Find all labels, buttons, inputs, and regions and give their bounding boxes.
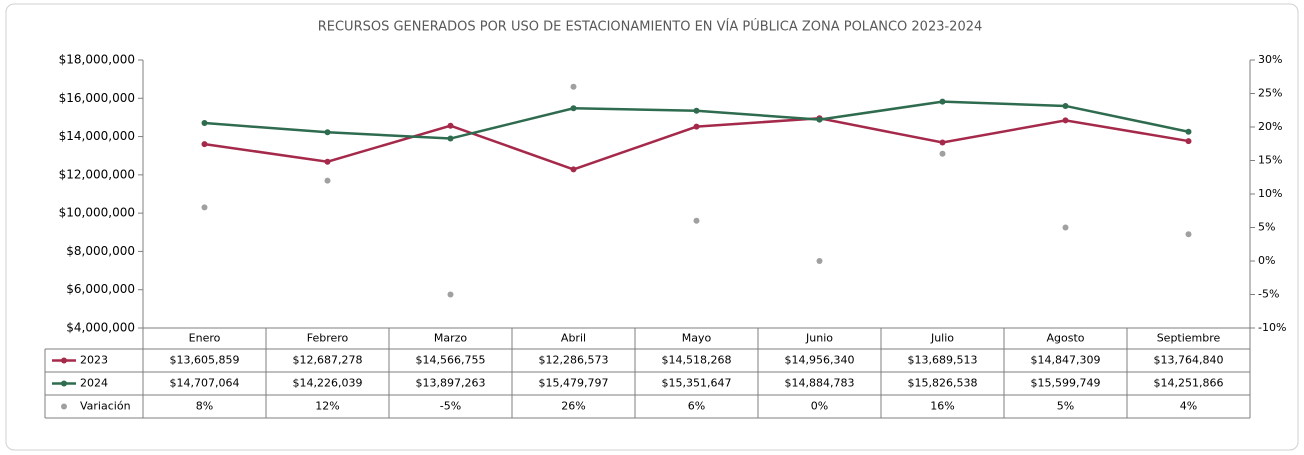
table-cell: $14,226,039 [293,377,363,390]
table-cell: 5% [1057,400,1074,413]
y2-tick-label: 20% [1258,120,1282,133]
line-marker [939,139,946,146]
scatter-point [939,150,946,157]
table-cell: 8% [196,400,213,413]
scatter-point [201,204,208,211]
table-cell: $12,286,573 [539,354,609,367]
y2-tick-label: 5% [1258,221,1275,234]
line-marker [324,129,331,136]
legend-label: 2023 [80,354,108,367]
table-cell: $12,687,278 [293,354,363,367]
table-cell: 4% [1180,400,1197,413]
line-marker [816,116,823,123]
table-cell: $14,518,268 [662,354,732,367]
line-marker [201,120,208,127]
table-cell: $14,566,755 [416,354,486,367]
chart-frame [5,3,1299,451]
line-marker [1185,138,1192,145]
line-marker [324,158,331,165]
line-marker [570,166,577,173]
scatter-point [693,217,700,224]
x-tick-label: Agosto [1046,332,1084,345]
table-cell: $15,599,749 [1031,377,1101,390]
x-tick-label: Mayo [682,332,712,345]
y2-tick-label: 10% [1258,187,1282,200]
y-tick-label: $4,000,000 [66,321,135,335]
y-tick-label: $16,000,000 [59,91,135,105]
scatter-point [447,291,454,298]
line-marker [693,107,700,114]
scatter-point [324,177,331,184]
legend-label: Variación [80,400,131,413]
x-tick-label: Marzo [434,332,468,345]
line-marker [693,123,700,130]
line-marker [1185,128,1192,135]
table-cell: $15,826,538 [908,377,978,390]
table-cell: $13,689,513 [908,354,978,367]
table-cell: 12% [315,400,339,413]
table-cell: $14,707,064 [170,377,240,390]
table-cell: $14,847,309 [1031,354,1101,367]
line-marker [1062,102,1069,109]
y-tick-label: $6,000,000 [66,282,135,296]
scatter-point [1185,231,1192,238]
y2-tick-label: -5% [1258,288,1279,301]
y2-tick-label: 25% [1258,87,1282,100]
table-cell: $13,605,859 [170,354,240,367]
legend-key-marker [61,357,67,364]
x-tick-label: Abril [561,332,586,345]
table-cell: $14,251,866 [1154,377,1224,390]
legend-label: 2024 [80,377,108,390]
x-tick-label: Julio [930,332,954,345]
y-tick-label: $14,000,000 [59,129,135,143]
line-marker [447,122,454,129]
table-cell: $15,351,647 [662,377,732,390]
x-tick-label: Febrero [307,332,349,345]
line-marker [447,135,454,142]
x-tick-label: Junio [805,332,833,345]
table-cell: $13,897,263 [416,377,486,390]
line-marker [939,98,946,105]
chart-title: RECURSOS GENERADOS POR USO DE ESTACIONAM… [318,19,983,35]
line-marker [570,105,577,112]
y-tick-label: $12,000,000 [59,167,135,181]
y2-tick-label: -10% [1258,321,1286,334]
scatter-point [570,83,577,90]
y2-tick-label: 15% [1258,154,1282,167]
legend-key-marker [61,403,67,410]
y-tick-label: $10,000,000 [59,206,135,220]
y2-tick-label: 30% [1258,53,1282,66]
scatter-point [1062,224,1069,231]
y-tick-label: $8,000,000 [66,244,135,258]
table-cell: $14,956,340 [785,354,855,367]
table-cell: -5% [440,400,461,413]
table-cell: 0% [811,400,828,413]
y-tick-label: $18,000,000 [59,53,135,67]
scatter-point [816,258,823,264]
table-cell: $15,479,797 [539,377,609,390]
table-cell: 26% [561,400,585,413]
legend-key-marker [61,380,67,387]
table-cell: 16% [930,400,954,413]
line-marker [201,141,208,148]
x-tick-label: Enero [189,332,221,345]
x-tick-label: Septiembre [1157,332,1221,345]
line-marker [1062,117,1069,124]
table-cell: $13,764,840 [1154,354,1224,367]
table-cell: $14,884,783 [785,377,855,390]
y2-tick-label: 0% [1258,254,1275,267]
table-cell: 6% [688,400,705,413]
